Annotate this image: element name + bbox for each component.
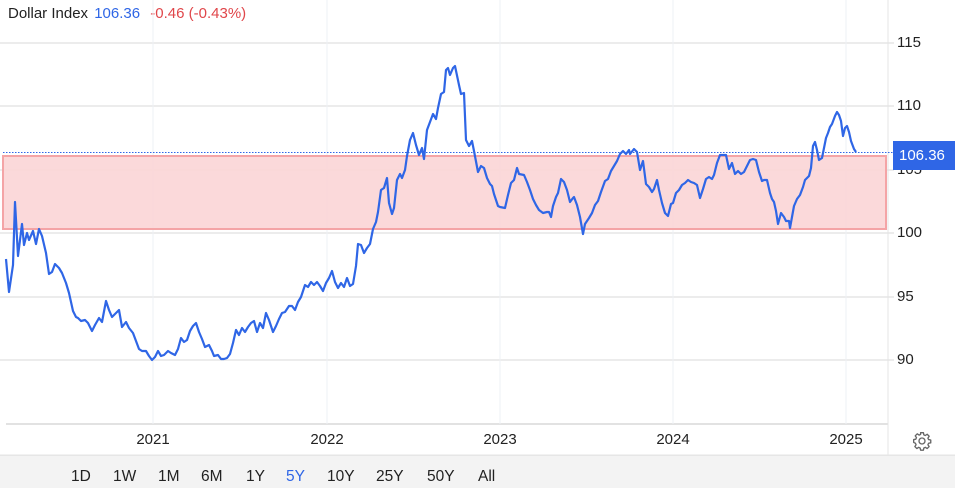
time-range-bar: 1D 1W 1M 6M 1Y 5Y 10Y 25Y 50Y All xyxy=(0,455,955,488)
range-25y-button[interactable]: 25Y xyxy=(376,468,404,485)
instrument-name: Dollar Index xyxy=(8,5,89,22)
last-price-tag: 106.36 xyxy=(893,141,955,170)
instrument-price: 106.36 xyxy=(94,5,141,22)
price-chart[interactable] xyxy=(0,0,955,455)
highlight-band xyxy=(2,155,887,230)
range-10y-button[interactable]: 10Y xyxy=(327,468,355,485)
range-1w-button[interactable]: 1W xyxy=(113,468,137,485)
instrument-header: Dollar Index 106.36 -0.46 (-0.43%) xyxy=(8,5,246,22)
gear-icon[interactable] xyxy=(912,431,932,451)
range-1y-button[interactable]: 1Y xyxy=(246,468,265,485)
y-tick-95: 95 xyxy=(897,288,914,305)
y-tick-90: 90 xyxy=(897,351,914,368)
instrument-change: -0.46 (-0.43%) xyxy=(150,5,247,22)
x-tick-2023: 2023 xyxy=(483,431,517,448)
range-50y-button[interactable]: 50Y xyxy=(427,468,455,485)
x-tick-2022: 2022 xyxy=(310,431,344,448)
range-1m-button[interactable]: 1M xyxy=(158,468,180,485)
range-1d-button[interactable]: 1D xyxy=(71,468,91,485)
x-tick-2024: 2024 xyxy=(656,431,690,448)
grid-horizontal xyxy=(0,42,894,425)
y-tick-110: 110 xyxy=(897,97,921,114)
x-tick-2021: 2021 xyxy=(136,431,170,448)
range-6m-button[interactable]: 6M xyxy=(201,468,223,485)
y-tick-115: 115 xyxy=(897,34,921,51)
range-5y-button[interactable]: 5Y xyxy=(286,468,305,485)
price-line xyxy=(4,64,857,362)
x-tick-2025: 2025 xyxy=(829,431,863,448)
y-tick-100: 100 xyxy=(897,224,923,241)
range-all-button[interactable]: All xyxy=(478,468,496,485)
